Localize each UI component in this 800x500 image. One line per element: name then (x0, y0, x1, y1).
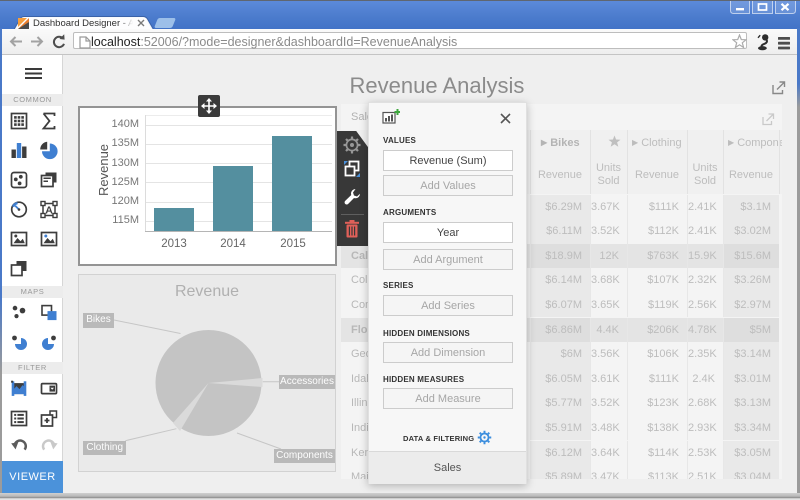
svg-text:A: A (45, 204, 53, 216)
